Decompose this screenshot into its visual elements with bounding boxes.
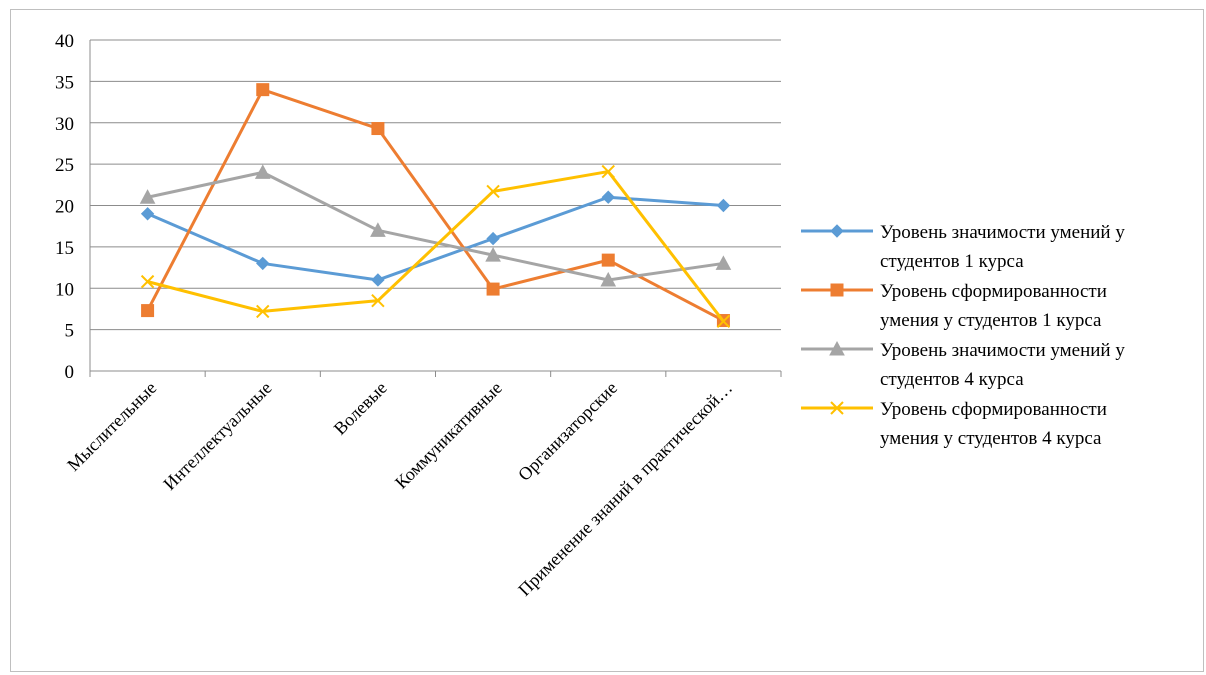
x-tick-label: Коммуникативные xyxy=(391,378,506,493)
data-point xyxy=(139,189,156,204)
series-line xyxy=(146,88,725,322)
y-tick-label: 10 xyxy=(55,279,74,300)
series-4 xyxy=(140,164,731,329)
legend-marker xyxy=(830,224,844,238)
series-line xyxy=(147,170,725,323)
data-point xyxy=(485,247,501,262)
data-point xyxy=(601,253,615,267)
legend: Уровень значимости умений у студентов 1 к… xyxy=(801,222,1125,449)
data-point xyxy=(141,304,155,318)
data-point xyxy=(256,256,270,271)
x-tick-label: Интеллектуальные xyxy=(159,378,275,494)
x-tick-label: Волевые xyxy=(330,378,391,439)
series-group xyxy=(139,83,732,329)
data-point xyxy=(371,273,385,287)
data-point xyxy=(371,122,385,136)
data-point xyxy=(140,274,155,289)
legend-item: Уровень значимости умений у студентов 4 к… xyxy=(801,340,1125,390)
legend-label: умения у студентов 4 курса xyxy=(880,428,1102,449)
y-tick-label: 25 xyxy=(55,155,74,176)
legend-label: студентов 1 курса xyxy=(880,251,1024,272)
data-point xyxy=(486,231,500,246)
data-point xyxy=(370,222,386,237)
legend-label: Уровень сформированности xyxy=(880,399,1107,420)
y-tick-label: 15 xyxy=(55,238,74,259)
data-point xyxy=(256,83,270,97)
data-point xyxy=(486,184,500,199)
y-tick-label: 0 xyxy=(65,362,75,383)
y-axis-ticks: 0 5 10 15 20 25 30 35 40 xyxy=(55,31,74,383)
y-tick-label: 40 xyxy=(55,31,74,52)
chart-frame: 0 5 10 15 20 25 30 35 40 Мыслительные Интеллектуа… xyxy=(10,9,1204,672)
legend-marker xyxy=(830,283,844,297)
data-point xyxy=(254,164,271,179)
series-line xyxy=(147,170,724,282)
data-point xyxy=(716,198,731,213)
data-point xyxy=(716,314,731,329)
legend-label: Уровень значимости умений у xyxy=(880,222,1125,243)
x-tick-label: Применение знаний в практической… xyxy=(514,378,736,600)
legend-item: Уровень значимости умений у студентов 1 к… xyxy=(801,222,1125,272)
data-point xyxy=(256,304,270,319)
legend-marker xyxy=(830,401,844,415)
legend-label: умения у студентов 1 курса xyxy=(880,310,1102,331)
legend-item: Уровень сформированности умения у студент… xyxy=(801,281,1107,331)
grid-lines xyxy=(89,39,782,377)
legend-label: Уровень значимости умений у xyxy=(880,340,1125,361)
data-point xyxy=(600,271,617,287)
legend-label: Уровень сформированности xyxy=(880,281,1107,302)
legend-marker xyxy=(829,340,845,356)
series-3 xyxy=(139,164,732,287)
data-point xyxy=(486,282,500,296)
data-point xyxy=(140,207,155,221)
data-point xyxy=(371,293,385,308)
data-point xyxy=(601,164,615,179)
legend-item: Уровень сформированности умения у студент… xyxy=(801,399,1107,449)
y-tick-label: 35 xyxy=(55,72,74,93)
y-tick-label: 5 xyxy=(65,321,75,342)
x-tick-label: Мыслительные xyxy=(63,378,160,475)
data-point xyxy=(601,190,615,204)
y-tick-label: 20 xyxy=(55,197,74,218)
data-point xyxy=(715,255,732,270)
x-tick-label: Организаторские xyxy=(514,378,621,485)
line-chart: 0 5 10 15 20 25 30 35 40 МыслительныеИнтеллектуа… xyxy=(55,31,1125,600)
legend-label: студентов 4 курса xyxy=(880,369,1024,390)
y-tick-label: 30 xyxy=(55,114,74,135)
